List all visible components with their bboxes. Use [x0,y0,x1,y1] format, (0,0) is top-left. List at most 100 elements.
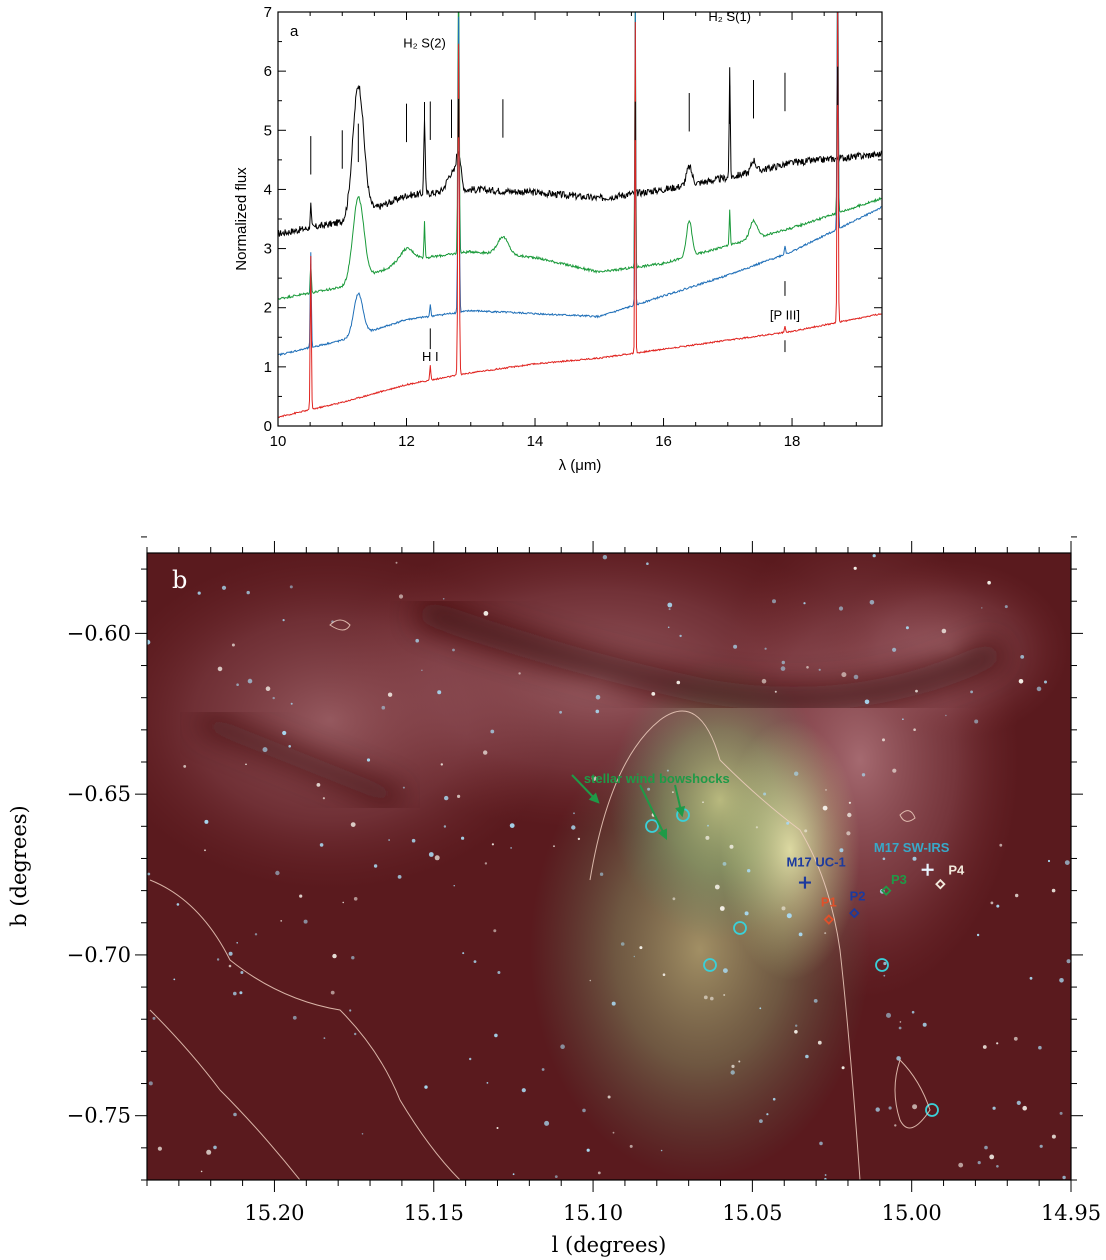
star [818,668,821,671]
star [509,823,515,828]
star [484,862,488,865]
star [497,971,501,974]
star [883,974,886,977]
y-axis-label: Normalized flux [233,167,250,271]
star [667,602,673,608]
star [342,901,344,904]
star [822,805,828,811]
source-label-6: P4 [948,863,965,878]
star [886,1012,891,1018]
star [282,619,285,622]
b-axis-ticks: −0.60 −0.65 −0.70 −0.75 [67,536,1083,1181]
star [510,847,512,849]
star [847,812,852,818]
star [738,1060,741,1063]
star [577,837,581,841]
star [806,666,809,669]
star [443,825,447,828]
panel-a-label: a [290,23,299,40]
star [240,971,244,974]
star [292,1015,297,1020]
star [290,702,293,705]
star [839,848,844,853]
star [761,678,767,684]
star [599,872,604,876]
star [1038,1045,1042,1050]
star [217,666,223,672]
star [595,694,601,700]
star [197,591,201,595]
star [620,942,625,946]
star [1039,1144,1043,1148]
star [911,1010,915,1014]
star [945,714,947,717]
star [280,920,283,922]
star [554,1175,558,1178]
star [541,1068,545,1071]
star [397,875,402,879]
spectrum-series-3 [278,12,882,418]
l-tick-label: 15.20 [244,1201,304,1225]
bowshock-arrow-1 [639,784,667,839]
source-label-1: M17 UC-1 [786,855,845,870]
star [882,738,885,742]
star [723,994,726,996]
star [766,1113,769,1116]
star [571,825,576,830]
panel-a-frame [277,11,883,427]
star [415,638,420,643]
star [233,1112,237,1117]
star [512,1173,515,1176]
star [442,598,445,600]
star [586,1148,590,1152]
star [437,690,442,695]
star [424,1085,428,1089]
star [483,750,488,755]
star [366,758,371,762]
star [639,946,643,950]
star [759,1119,763,1123]
star [518,672,521,675]
star [882,857,886,861]
star [798,932,803,937]
star [233,991,237,996]
star [999,843,1003,847]
star [898,1026,902,1030]
star [1015,893,1019,898]
star [841,672,847,678]
star [660,1149,663,1152]
star [981,607,983,609]
source-label-2: M17 SW-IRS [874,840,950,855]
star [902,718,904,720]
star [381,705,386,710]
y-tick-label: 6 [264,63,272,80]
star [316,783,321,787]
source-circle-1 [875,958,889,972]
star [319,843,324,847]
star [200,1170,203,1173]
star [1059,1111,1063,1115]
star [373,864,378,868]
star [204,849,206,852]
y-tick-label: 5 [264,122,272,139]
star [824,1174,827,1176]
star [958,1162,964,1168]
star [462,952,465,955]
star [710,996,714,1001]
bowshock-arrows [571,774,686,841]
x-tick-label: 10 [270,433,287,450]
star [913,728,916,731]
source-circle-2 [925,1103,939,1117]
l-axis-ticks: 15.20 15.15 15.10 15.05 15.00 14.95 [146,541,1101,1225]
star [912,1104,918,1110]
b-tick-label: −0.70 [67,943,131,967]
x-tick-label: 16 [655,433,672,450]
star [780,666,786,671]
star [1066,959,1071,964]
x-axis-ticks: 10 12 14 16 18 [270,12,857,450]
star [597,1171,601,1175]
star [668,608,671,611]
b-tick-label: −0.65 [67,782,131,806]
plus-marker-1 [921,863,934,876]
